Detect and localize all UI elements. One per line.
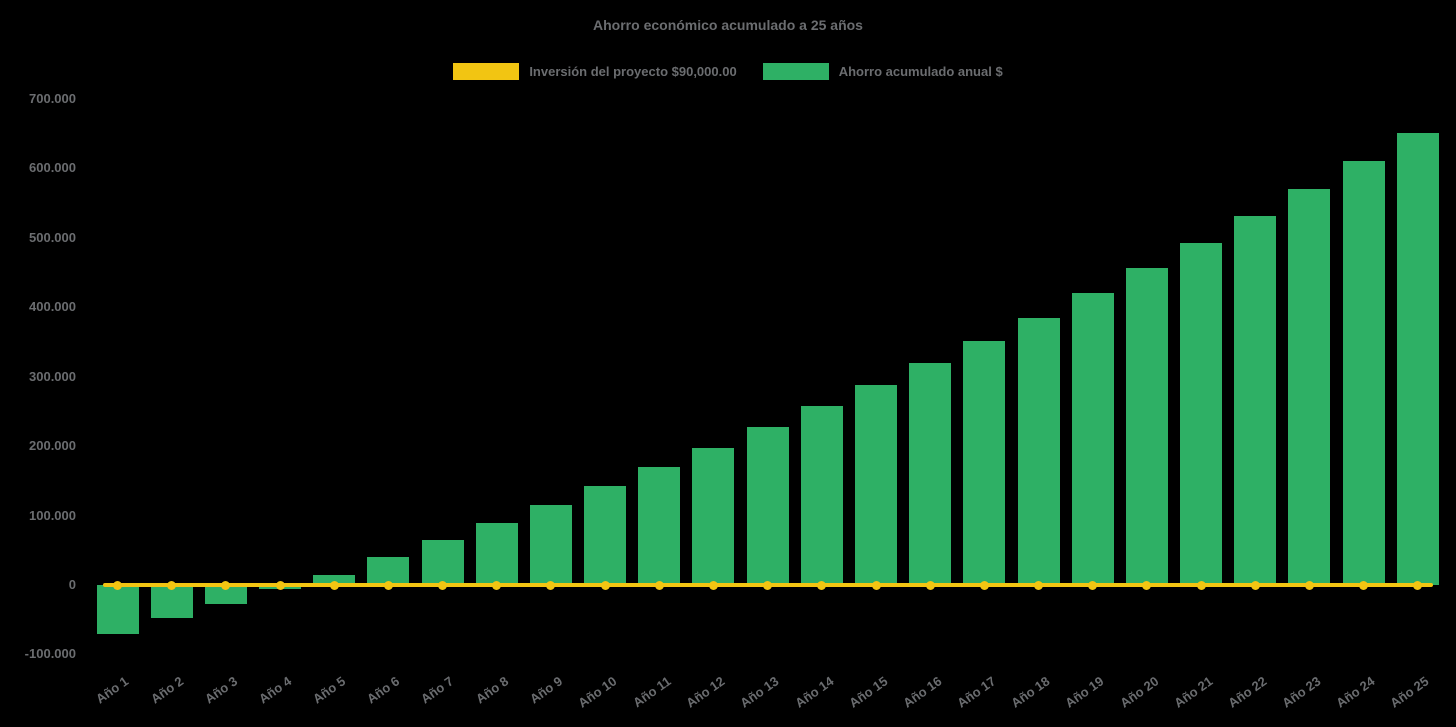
investment-line-marker (763, 580, 773, 590)
investment-line-marker (979, 580, 989, 590)
investment-line-marker (1413, 580, 1423, 590)
bar-año-14 (800, 405, 843, 585)
y-tick-label: 100.000 (29, 507, 76, 523)
x-tick-label: Año 19 (1062, 673, 1107, 711)
investment-line-marker (438, 580, 448, 590)
x-tick-label: Año 6 (364, 673, 403, 707)
investment-line-marker (1034, 580, 1044, 590)
investment-line-marker (275, 580, 285, 590)
legend-item-investment[interactable]: Inversión del proyecto $90,000.00 (453, 63, 737, 80)
bar-año-9 (529, 505, 572, 585)
investment-line-marker (1359, 580, 1369, 590)
bar-año-19 (1071, 293, 1114, 585)
bar-año-17 (963, 340, 1006, 585)
x-tick-label: Año 2 (147, 673, 186, 707)
x-tick-label: Año 23 (1279, 673, 1324, 711)
bar-año-11 (638, 466, 681, 585)
x-tick-label: Año 5 (310, 673, 349, 707)
bar-año-13 (746, 426, 789, 585)
investment-line-marker (1250, 580, 1260, 590)
investment-line-marker (546, 580, 556, 590)
x-tick-label: Año 4 (255, 673, 295, 707)
bar-año-25 (1396, 133, 1439, 585)
investment-line-marker (113, 580, 122, 590)
x-tick-label: Año 20 (1116, 673, 1161, 711)
bar-año-24 (1342, 160, 1385, 585)
y-tick-label: 0 (68, 577, 76, 592)
investment-line-marker (871, 580, 881, 590)
x-tick-label: Año 3 (201, 673, 240, 707)
x-tick-label: Año 8 (472, 673, 511, 707)
x-tick-label: Año 13 (737, 673, 782, 711)
x-tick-label: Año 11 (629, 673, 674, 711)
investment-line-marker (817, 580, 827, 590)
investment-line-marker (600, 580, 610, 590)
bar-año-3 (204, 585, 247, 605)
x-tick-label: Año 10 (575, 673, 620, 711)
bar-año-16 (909, 362, 952, 585)
x-tick-label: Año 18 (1008, 673, 1053, 711)
x-tick-label: Año 1 (93, 673, 132, 707)
bar-año-21 (1180, 242, 1223, 585)
x-tick-label: Año 21 (1171, 673, 1216, 711)
y-tick-label: 200.000 (29, 438, 76, 454)
bar-año-2 (150, 585, 193, 619)
x-tick-label: Año 25 (1387, 673, 1432, 711)
investment-line-marker (1196, 580, 1206, 590)
x-tick-label: Año 24 (1333, 673, 1378, 711)
bar-año-18 (1017, 317, 1060, 585)
legend-swatch-savings (762, 63, 829, 80)
x-tick-label: Año 15 (845, 673, 891, 711)
bar-año-10 (584, 485, 627, 585)
investment-line-marker (1142, 580, 1152, 590)
investment-line-marker (167, 580, 177, 590)
bar-año-12 (692, 447, 735, 585)
investment-line-marker (925, 580, 935, 590)
bar-año-23 (1288, 188, 1331, 585)
legend: Inversión del proyecto $90,000.00 Ahorro… (0, 63, 1456, 80)
x-tick-label: Año 22 (1225, 673, 1270, 711)
x-tick-label: Año 12 (683, 673, 728, 711)
y-tick-label: 400.000 (29, 299, 76, 315)
bar-año-22 (1234, 216, 1277, 585)
bar-año-8 (475, 522, 518, 585)
investment-line-marker (492, 580, 502, 590)
legend-swatch-investment (453, 63, 520, 80)
x-tick-label: Año 16 (900, 673, 945, 711)
legend-label-investment: Inversión del proyecto $90,000.00 (529, 64, 737, 79)
investment-line-marker (1088, 580, 1098, 590)
investment-line-marker (383, 580, 393, 590)
bar-año-20 (1125, 268, 1168, 585)
legend-item-savings[interactable]: Ahorro acumulado anual $ (762, 63, 1003, 80)
y-tick-label: 700.000 (29, 91, 76, 106)
investment-line-marker (708, 580, 718, 590)
bar-año-1 (96, 585, 139, 634)
bar-año-15 (855, 385, 898, 585)
y-tick-label: -100.000 (24, 646, 76, 662)
x-tick-label: Año 7 (418, 673, 457, 707)
investment-line-marker (1304, 580, 1314, 590)
x-tick-label: Año 17 (954, 673, 999, 711)
x-tick-label: Año 9 (526, 673, 565, 707)
bar-año-5 (313, 574, 356, 585)
bar-año-6 (367, 557, 410, 585)
y-tick-label: 600.000 (29, 160, 76, 176)
y-tick-label: 300.000 (29, 368, 76, 384)
investment-line-marker (221, 580, 231, 590)
investment-line-marker (329, 580, 339, 590)
investment-line-marker (654, 580, 664, 590)
chart-title: Ahorro económico acumulado a 25 años (593, 17, 863, 33)
x-tick-label: Año 14 (791, 673, 836, 711)
bar-año-7 (421, 539, 464, 585)
y-tick-label: 500.000 (29, 229, 76, 245)
legend-label-savings: Ahorro acumulado anual $ (838, 64, 1003, 79)
